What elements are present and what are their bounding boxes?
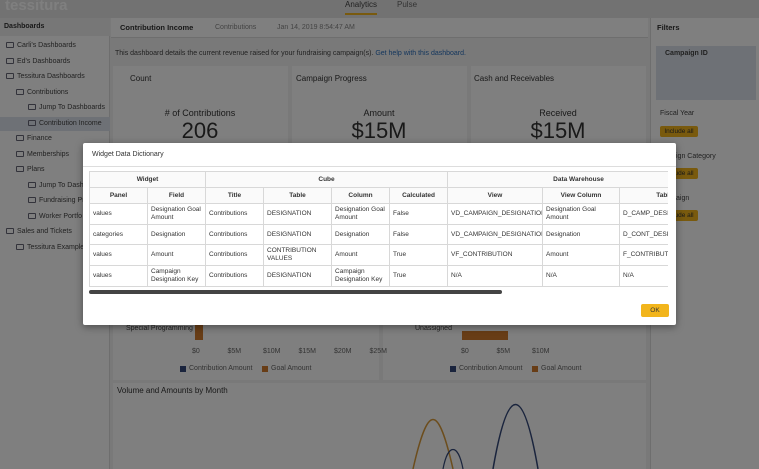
table-cell: Designation [331,224,391,245]
table-row: categories Designation Contributions DESIGN… [89,224,668,245]
table-cell: False [389,224,449,245]
scrollbar[interactable] [89,290,502,294]
column-header: Field [146,187,207,204]
table-cell: DESIGNATION [263,224,333,245]
table-cell: Contributions [205,224,265,245]
table-cell: Designation [542,224,621,245]
column-header: Table [263,187,333,204]
table-cell: N/A [447,265,544,287]
group-row: Widget Cube Data Warehouse [89,171,668,188]
table-cell: Contributions [205,244,265,266]
modal-header [83,143,676,167]
table-cell: values [89,265,148,287]
column-header: Title [205,187,265,204]
table-row: values Amount Contributions CONTRIBUTION VA… [89,244,668,266]
table-cell: F_CONTRIBUTIO [619,244,668,266]
table-cell: Designation Goal Amount [331,203,391,225]
column-header: Calculated [389,187,449,204]
table-cell: CONTRIBUTION VALUES [263,244,333,266]
table-cell: Contributions [205,203,265,225]
table-cell: Campaign Designation Key [331,265,391,287]
modal-title: Widget Data Dictionary [92,151,164,158]
table-cell: values [89,203,148,225]
table-cell: categories [89,224,148,245]
table-cell: True [389,265,449,287]
column-header: Column [331,187,391,204]
table-cell: Amount [542,244,621,266]
table-cell: D_CONT_DESIG [619,224,668,245]
table-cell: True [389,244,449,266]
group-header: Data Warehouse [447,171,668,188]
table-cell: N/A [619,265,668,287]
table-row: values Designation Goal Amount Contributio… [89,203,668,225]
table-cell: Amount [146,244,207,266]
table-cell: VD_CAMPAIGN_DESIGNATION [447,224,544,245]
column-row: Panel Field Title Table Column Calculated View… [89,187,668,204]
table-cell: Designation Goal Amount [542,203,621,225]
table-cell: False [389,203,449,225]
table-cell: DESIGNATION [263,265,333,287]
table-cell: DESIGNATION [263,203,333,225]
table-row: values Campaign Designation Key Contributi… [89,265,668,287]
table-cell: Contributions [205,265,265,287]
table-cell: Campaign Designation Key [146,265,207,287]
table-cell: Designation [146,224,207,245]
table-container: Widget Cube Data Warehouse Panel Field Tit… [89,171,668,293]
group-header: Cube [205,171,449,188]
ok-button[interactable]: OK [641,304,669,317]
table-cell: N/A [542,265,621,287]
table-cell: values [89,244,148,266]
column-header: View Column [542,187,621,204]
table-cell: VD_CAMPAIGN_DESIGNATION [447,203,544,225]
table-cell: D_CAMP_DESIG [619,203,668,225]
table-cell: Amount [331,244,391,266]
column-header: Table [619,187,668,204]
column-header: Panel [89,187,148,204]
group-header: Widget [89,171,207,188]
column-header: View [447,187,544,204]
data-table: Widget Cube Data Warehouse Panel Field Tit… [89,171,668,287]
modal: Widget Data Dictionary Widget Cube Data … [83,143,676,325]
table-cell: Designation Goal Amount [146,203,207,225]
table-cell: VF_CONTRIBUTION [447,244,544,266]
